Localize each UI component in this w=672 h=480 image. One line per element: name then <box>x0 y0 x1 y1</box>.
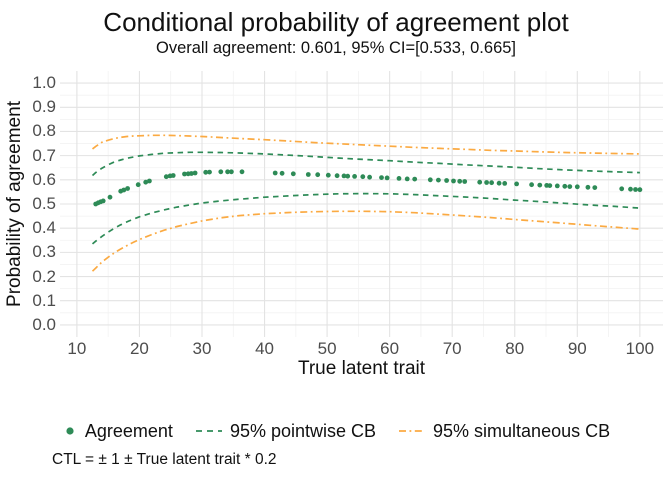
chart-subtitle: Overall agreement: 0.601, 95% CI=[0.533,… <box>155 39 517 57</box>
x-tick-label: 20 <box>129 339 149 358</box>
y-tick-label: 0.5 <box>32 194 56 213</box>
x-tick-label: 60 <box>380 339 400 358</box>
plot-panel <box>60 71 663 337</box>
legend-label-simultaneous-cb: 95% simultaneous CB <box>433 420 611 441</box>
x-tick-label: 10 <box>67 339 87 358</box>
point-marker-icon <box>66 427 74 435</box>
y-tick-label: 1.0 <box>32 73 56 93</box>
legend-item-pointwise-cb: 95% pointwise CB <box>195 421 376 442</box>
legend-label-agreement: Agreement <box>84 420 173 441</box>
x-tick-label: 80 <box>505 339 525 358</box>
y-tick-label: 0.3 <box>32 242 56 262</box>
legend: Agreement 95% pointwise CB 95% simultane… <box>0 418 672 444</box>
y-tick-label: 0.0 <box>32 314 56 334</box>
x-tick-label: 100 <box>625 339 655 358</box>
y-tick-label: 0.6 <box>32 169 56 189</box>
legend-label-pointwise-cb: 95% pointwise CB <box>229 420 377 441</box>
dashdot-line-icon <box>399 430 426 432</box>
y-tick-label: 0.2 <box>32 266 56 286</box>
legend-item-simultaneous-cb: 95% simultaneous CB <box>398 421 610 442</box>
caption: CTL = ± 1 ± True latent trait * 0.2 <box>52 451 277 468</box>
dashed-line-icon <box>195 430 222 432</box>
x-tick-label: 50 <box>317 339 337 358</box>
x-tick-label: 40 <box>255 339 274 358</box>
y-tick-label: 0.4 <box>32 218 56 238</box>
legend-item-agreement: Agreement <box>62 421 173 442</box>
x-tick-label: 30 <box>192 339 212 358</box>
y-tick-label: 0.9 <box>32 97 56 117</box>
x-tick-label: 90 <box>567 339 587 358</box>
y-tick-label: 0.7 <box>32 145 56 165</box>
x-axis-title: True latent trait <box>297 358 426 379</box>
chart-title: Conditional probability of agreement plo… <box>103 7 569 37</box>
y-tick-label: 0.1 <box>32 290 56 310</box>
y-tick-label: 0.8 <box>32 121 56 141</box>
x-tick-label: 70 <box>442 339 462 358</box>
plot-area-svg <box>60 71 663 337</box>
